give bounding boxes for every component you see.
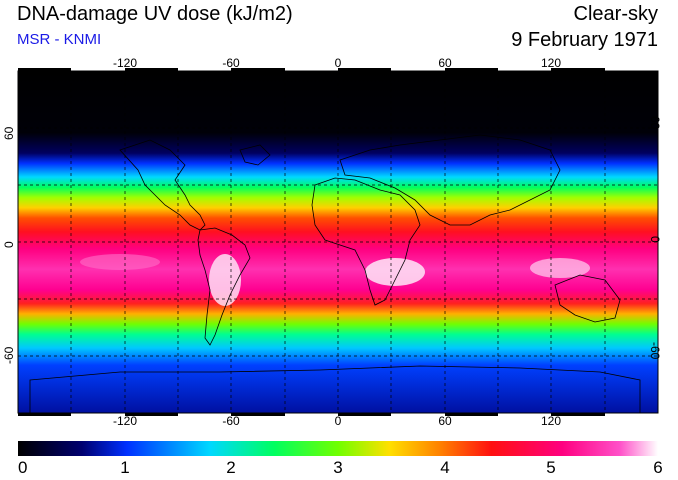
lat-tick-left: 0 (2, 241, 16, 248)
lat-tick-right: -60 (648, 342, 662, 360)
high-dose-patch-south-america (209, 254, 241, 306)
lat-tick-left: -60 (2, 346, 16, 364)
date-label: 9 February 1971 (511, 29, 658, 51)
lon-tick-bottom: 120 (540, 414, 562, 428)
colorbar-label: 3 (333, 458, 343, 477)
lon-tick-top: 0 (334, 56, 342, 70)
colorbar-label: 0 (18, 458, 28, 477)
high-dose-patch-australia (530, 258, 590, 278)
graticule (18, 71, 658, 413)
lon-tick-top: 120 (540, 56, 562, 70)
lon-tick-bottom: 60 (438, 414, 452, 428)
sky-condition-label: Clear-sky (573, 3, 658, 25)
lon-tick-bottom: -60 (222, 414, 240, 428)
lat-tick-left: 60 (2, 126, 16, 140)
colorbar-label: 5 (546, 458, 556, 477)
high-dose-patch-pacific (80, 254, 160, 270)
frame-scale-bars (18, 68, 605, 416)
map-title: DNA-damage UV dose (kJ/m2) (17, 3, 293, 25)
lon-tick-top: 60 (438, 56, 452, 70)
colorbar (18, 441, 658, 456)
lon-tick-bottom: -120 (112, 414, 138, 428)
lat-tick-right: 0 (648, 236, 662, 243)
colorbar-label: 4 (440, 458, 450, 477)
colorbar-label: 2 (226, 458, 236, 477)
lon-tick-top: -120 (112, 56, 138, 70)
high-dose-patch-africa (365, 258, 425, 286)
colorbar-label: 6 (653, 458, 663, 477)
colorbar-label: 1 (120, 458, 130, 477)
lon-tick-bottom: 0 (334, 414, 342, 428)
lon-tick-top: -60 (222, 56, 240, 70)
lat-tick-right: 60 (648, 116, 662, 130)
source-label: MSR - KNMI (17, 31, 102, 48)
